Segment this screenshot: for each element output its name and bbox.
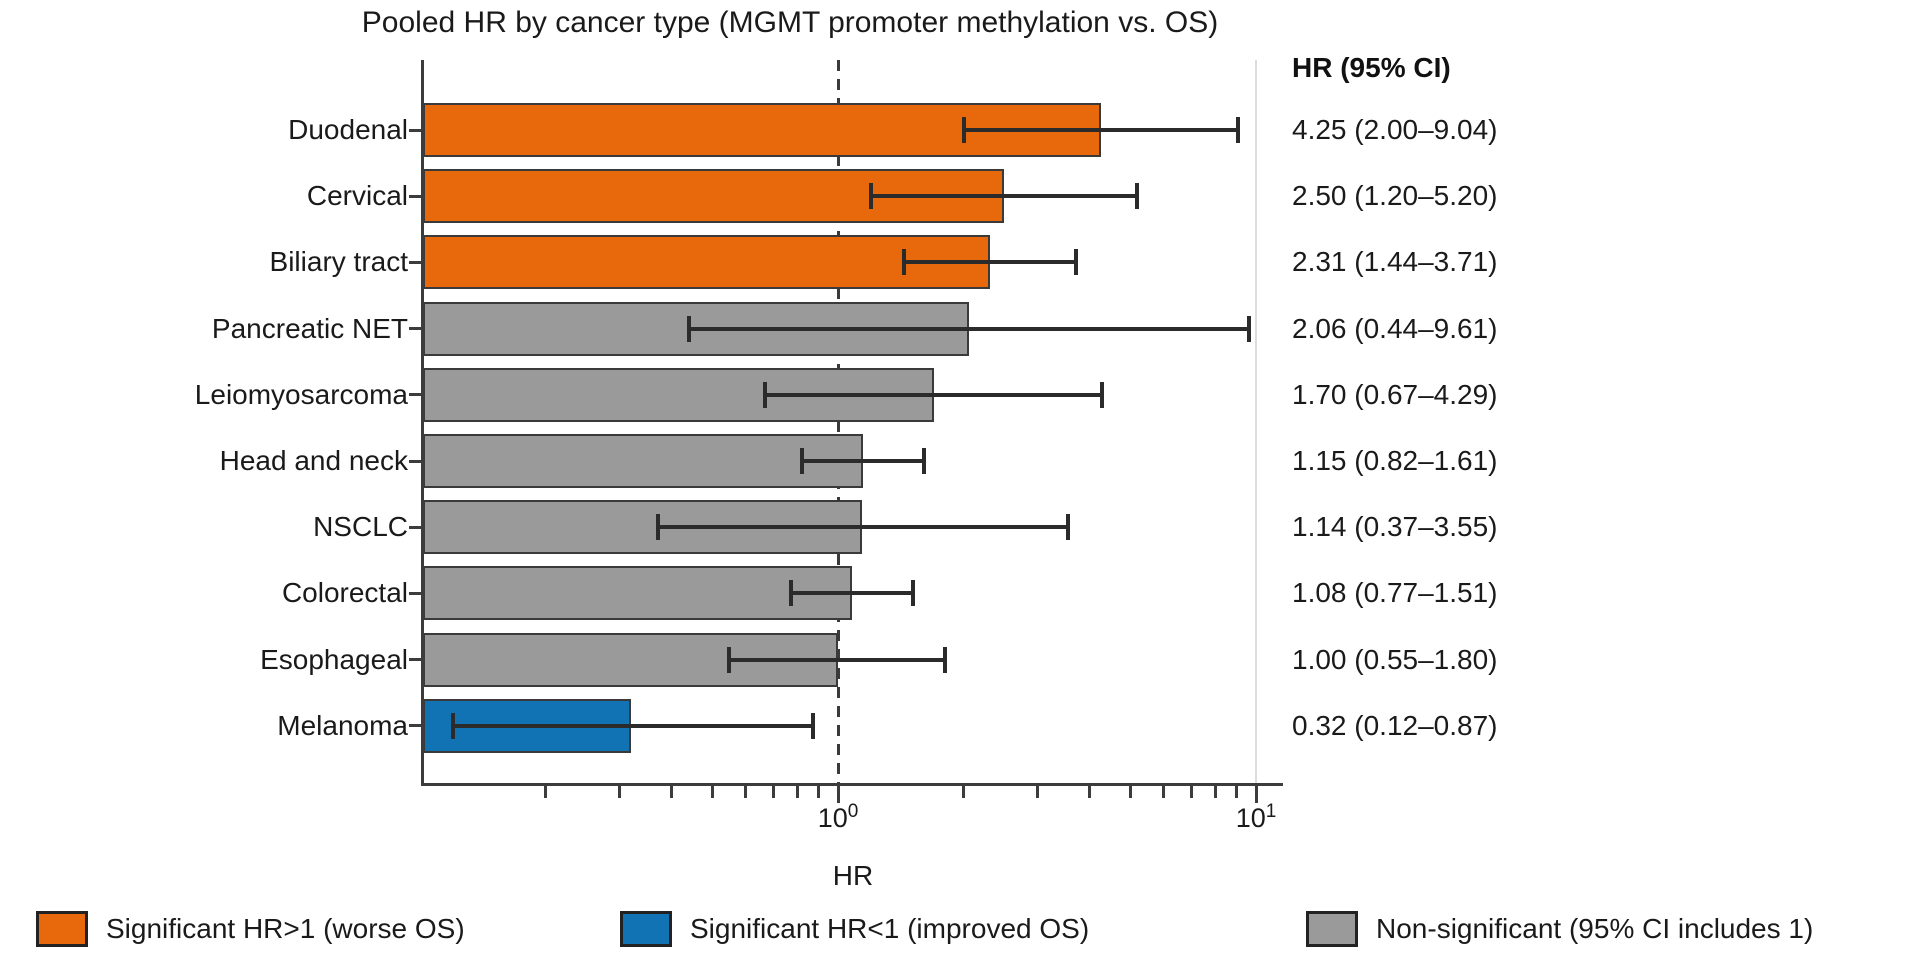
hr-ci-value: 1.00 (0.55–1.80) (1292, 643, 1498, 675)
y-axis-tick (409, 591, 421, 595)
bar-biliary-tract (423, 235, 990, 290)
ci-cap (869, 183, 874, 210)
x-axis-minor-tick (617, 786, 621, 798)
legend-swatch-orange (36, 911, 88, 947)
y-axis-tick (409, 327, 421, 331)
ci-cap (810, 712, 815, 739)
ci-cap (727, 646, 732, 673)
ci-whisker (963, 128, 1238, 132)
ci-cap (922, 448, 927, 474)
legend-swatch-gray (1306, 911, 1358, 947)
hr-ci-value: 1.15 (0.82–1.61) (1292, 445, 1498, 476)
ci-cap (655, 514, 660, 541)
y-axis-tick (409, 393, 421, 397)
x-axis-minor-tick (795, 786, 799, 798)
ci-whisker (453, 723, 813, 728)
ci-whisker (657, 525, 1068, 530)
ci-whisker (871, 194, 1138, 199)
gridline-hr-10 (1255, 60, 1257, 783)
ci-cap (1073, 249, 1078, 276)
chart-title: Pooled HR by cancer type (MGMT promoter … (361, 6, 1219, 39)
x-axis-minor-tick (1035, 786, 1039, 798)
category-label: Colorectal (281, 577, 408, 609)
x-axis-minor-tick (1128, 786, 1132, 798)
category-label: Leiomyosarcoma (194, 378, 408, 410)
bar-colorectal (423, 566, 852, 621)
ci-cap (1100, 381, 1105, 408)
ci-whisker (765, 392, 1103, 397)
x-axis-minor-tick (817, 786, 821, 798)
bar-head-and-neck (423, 434, 864, 488)
ci-cap (686, 315, 691, 342)
y-axis-tick (409, 724, 421, 728)
category-label: NSCLC (313, 511, 408, 543)
ci-cap (942, 646, 947, 673)
legend-swatch-blue (620, 911, 672, 947)
x-axis-major-tick (836, 786, 840, 803)
y-axis-spine (421, 60, 424, 786)
x-axis-minor-tick (544, 786, 548, 798)
ci-whisker (790, 591, 913, 596)
ci-cap (763, 381, 768, 408)
x-axis-minor-tick (962, 786, 966, 798)
x-axis-minor-tick (1213, 786, 1217, 798)
hr-ci-value: 1.14 (0.37–3.55) (1292, 511, 1498, 543)
legend-item-nonsignificant: Non-significant (95% CI includes 1) (1306, 905, 1813, 953)
legend-label: Non-significant (95% CI includes 1) (1376, 913, 1814, 944)
ci-whisker (688, 326, 1249, 331)
ci-cap (1065, 514, 1070, 541)
hr-ci-value: 2.50 (1.20–5.20) (1292, 180, 1498, 212)
x-axis-major-tick (1254, 786, 1258, 803)
category-label: Esophageal (260, 643, 408, 675)
category-label: Duodenal (288, 114, 408, 145)
legend-item-significant-improved: Significant HR<1 (improved OS) (620, 905, 1089, 953)
category-label: Melanoma (277, 709, 408, 741)
ci-cap (1246, 315, 1251, 342)
y-axis-tick (409, 128, 421, 132)
legend-item-significant-worse: Significant HR>1 (worse OS) (36, 905, 465, 953)
x-axis-minor-tick (1189, 786, 1193, 798)
legend-label: Significant HR<1 (improved OS) (690, 913, 1090, 944)
x-axis-tick-label: 101 (1235, 801, 1277, 833)
ci-cap (961, 117, 966, 143)
y-axis-tick (409, 525, 421, 529)
y-axis-tick (409, 194, 421, 198)
hr-ci-column-header: HR (95% CI) (1292, 52, 1451, 83)
y-axis-tick (409, 459, 421, 463)
x-axis-minor-tick (771, 786, 775, 798)
category-label: Cervical (306, 180, 408, 212)
category-label: Biliary tract (269, 246, 408, 278)
hr-ci-value: 4.25 (2.00–9.04) (1292, 114, 1498, 145)
hr-ci-value: 1.70 (0.67–4.29) (1292, 378, 1498, 410)
x-axis-tick-label: 100 (817, 801, 859, 833)
y-axis-tick (409, 658, 421, 662)
hr-ci-value: 0.32 (0.12–0.87) (1292, 709, 1498, 741)
ci-cap (910, 580, 915, 607)
ci-cap (1135, 183, 1140, 210)
x-axis-minor-tick (1161, 786, 1165, 798)
ci-whisker (801, 459, 925, 463)
ci-whisker (904, 260, 1076, 265)
ci-cap (902, 249, 907, 276)
x-axis-minor-tick (1235, 786, 1239, 798)
category-label: Head and neck (219, 445, 408, 476)
legend-label: Significant HR>1 (worse OS) (106, 913, 465, 944)
x-axis-minor-tick (670, 786, 674, 798)
ci-cap (788, 580, 793, 607)
x-axis-minor-tick (743, 786, 747, 798)
x-axis-label: HR (832, 860, 874, 891)
ci-cap (451, 712, 456, 739)
y-axis-tick (409, 260, 421, 264)
x-axis-minor-tick (710, 786, 714, 798)
x-axis-spine (421, 783, 1283, 786)
hr-ci-value: 1.08 (0.77–1.51) (1292, 577, 1498, 609)
hr-ci-value: 2.31 (1.44–3.71) (1292, 246, 1498, 278)
x-axis-minor-tick (1088, 786, 1092, 798)
ci-cap (799, 448, 804, 474)
ci-whisker (729, 657, 945, 662)
category-label: Pancreatic NET (211, 312, 408, 344)
hr-ci-value: 2.06 (0.44–9.61) (1292, 312, 1498, 344)
ci-cap (1235, 117, 1240, 143)
